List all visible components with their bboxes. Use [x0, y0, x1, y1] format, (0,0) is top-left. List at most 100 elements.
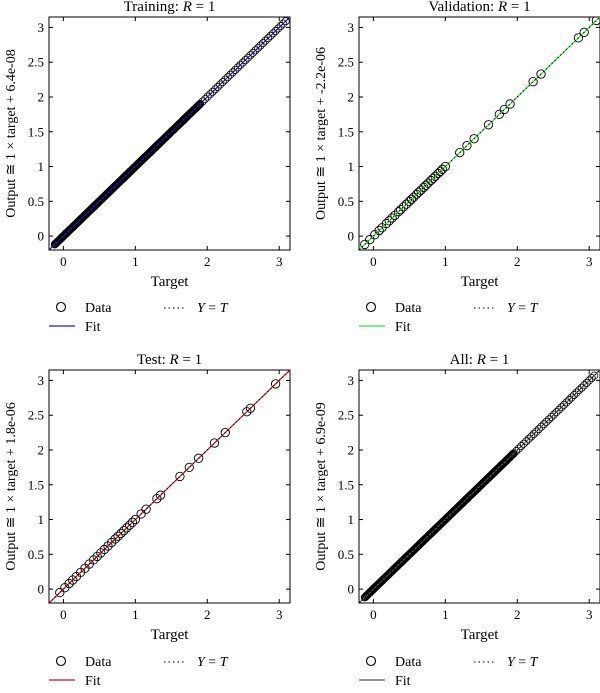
legend-data-marker: [365, 655, 377, 667]
data-point: [537, 422, 546, 431]
data-point: [233, 63, 242, 72]
legend: Data Y = T Fit: [359, 655, 539, 689]
x-tick-label: 2: [204, 607, 211, 622]
data-point: [469, 134, 479, 144]
y-tick-label: 2: [38, 442, 45, 457]
legend-ideal-eq: =: [515, 301, 530, 316]
legend-ideal-t: T: [530, 301, 539, 316]
data-point: [542, 417, 551, 426]
data-point: [264, 34, 273, 43]
data-point: [483, 120, 494, 130]
data-point: [416, 185, 426, 195]
data-point: [175, 471, 185, 482]
data-point: [557, 403, 566, 412]
data-point: [544, 415, 553, 424]
data-point: [220, 427, 230, 438]
x-axis-label: Target: [461, 627, 500, 643]
chart-title: All: R = 1: [450, 352, 510, 368]
data-point: [208, 87, 217, 96]
y-tick-label: 0.5: [28, 547, 44, 562]
data-point: [110, 534, 120, 544]
y-tick-label: 2.5: [28, 55, 44, 70]
x-tick-label: 1: [442, 254, 449, 269]
legend-data-marker: [365, 301, 377, 313]
data-point: [549, 410, 558, 419]
legend-ideal-label: Y = T: [507, 655, 539, 670]
data-point: [119, 526, 129, 536]
legend-ideal-y: Y: [507, 301, 517, 316]
data-point: [88, 555, 99, 565]
data-point: [141, 504, 151, 514]
data-point: [381, 218, 391, 229]
data-point: [560, 400, 569, 409]
legend-fit-label: Fit: [85, 674, 101, 689]
legend-fit-label: Fit: [395, 674, 411, 689]
data-point: [527, 432, 536, 441]
data-point: [92, 551, 102, 562]
y-tick-label: 3: [38, 373, 45, 388]
legend-ideal-label: Y = T: [197, 655, 229, 670]
data-point: [585, 376, 594, 385]
data-point: [507, 451, 516, 460]
legend-fit-label: Fit: [85, 320, 101, 335]
data-point: [534, 425, 543, 434]
data-point: [281, 17, 290, 26]
data-point: [213, 82, 222, 91]
y-tick-label: 1: [348, 512, 355, 527]
data-point: [519, 439, 528, 448]
legend: Data Y = T Fit: [359, 301, 539, 335]
y-tick-label: 0.5: [338, 547, 354, 562]
data-point: [573, 33, 584, 43]
y-tick-label: 0: [38, 582, 45, 597]
data-point: [536, 69, 546, 79]
data-point: [127, 517, 138, 527]
y-axis-label: Output ≅ 1 × target + 6.4e-08: [4, 49, 19, 217]
y-tick-label: 0: [348, 229, 355, 244]
data-point: [103, 541, 113, 551]
x-axis-label: Target: [461, 274, 500, 290]
data-point: [430, 171, 440, 181]
data-point: [221, 75, 230, 84]
data-point: [522, 437, 531, 446]
legend-ideal-t: T: [220, 655, 229, 670]
data-point: [270, 379, 281, 389]
data-point: [509, 449, 518, 458]
data-point: [206, 90, 215, 99]
data-point: [122, 523, 132, 533]
data-point: [116, 528, 126, 539]
legend-data-marker: [55, 655, 67, 667]
data-point: [532, 427, 541, 436]
legend-data-label: Data: [85, 301, 112, 316]
data-point: [590, 371, 599, 380]
data-point: [251, 46, 260, 55]
data-point: [228, 68, 237, 77]
data-point: [243, 53, 252, 62]
y-tick-label: 0: [38, 229, 45, 244]
data-point: [193, 453, 204, 463]
title-prefix: All:: [450, 352, 477, 368]
data-point: [435, 166, 445, 177]
data-point: [547, 412, 556, 421]
data-point: [106, 537, 117, 548]
data-point: [423, 178, 433, 188]
y-tick-label: 1.5: [28, 124, 44, 139]
data-point: [130, 514, 140, 525]
data-point: [567, 393, 576, 402]
legend-data-marker: [55, 301, 67, 313]
data-point: [231, 65, 240, 74]
title-r: R: [182, 0, 192, 15]
y-tick-label: 1: [38, 159, 45, 174]
y-tick-label: 3: [38, 20, 45, 35]
data-point: [216, 80, 225, 89]
legend-ideal-y: Y: [507, 655, 517, 670]
regression-panel-2: 0 1 2 3 0 0.5 1 1.5 2 2.5 3 Validation: R = 1 Target…: [314, 0, 600, 335]
data-point: [124, 520, 135, 530]
data-point: [462, 141, 472, 151]
data-point: [256, 41, 265, 50]
legend-ideal-t: T: [530, 655, 539, 670]
y-tick-label: 1.5: [338, 124, 354, 139]
y-tick-label: 2: [38, 89, 45, 104]
data-point: [455, 147, 465, 158]
y-tick-label: 2.5: [338, 55, 354, 70]
